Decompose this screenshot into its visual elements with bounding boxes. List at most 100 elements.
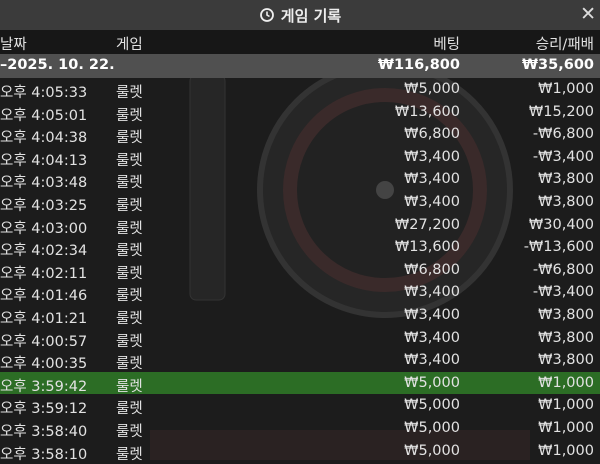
column-header: 날짜 — [0, 37, 27, 53]
cell-game: 룰렛 — [116, 265, 143, 282]
history-row[interactable]: 오후 4:00:35 룰렛 ₩3,400 ₩3,800 — [0, 349, 600, 372]
history-row[interactable]: 오후 3:59:42 룰렛 ₩5,000 ₩1,000 — [0, 371, 600, 395]
cell-game: 룰렛 — [116, 175, 143, 192]
cell-time: 오후 4:04:13 — [0, 152, 88, 169]
cell-result: ₩3,800 — [538, 171, 594, 188]
history-row[interactable]: 오후 4:03:00 룰렛 ₩27,200 ₩30,400 — [0, 214, 600, 237]
cell-game: 룰렛 — [116, 424, 143, 440]
history-row[interactable]: 오후 3:58:10 룰렛 ₩5,000 ₩1,000 — [0, 440, 600, 463]
table-header: 날짜 게임 베팅 승리/패배 — [0, 30, 600, 54]
history-row[interactable]: 오후 4:05:33 룰렛 ₩5,000 ₩1,000 — [0, 78, 600, 101]
summary-row[interactable]: –2025. 10. 22. ₩116,800 ₩35,600 — [0, 54, 600, 78]
cell-game: 룰렛 — [116, 356, 143, 373]
history-row[interactable]: 오후 3:58:40 룰렛 ₩5,000 ₩1,000 — [0, 417, 600, 440]
cell-bet: ₩3,400 — [404, 329, 460, 346]
cell-time: 오후 4:05:33 — [0, 85, 88, 101]
cell-game: 룰렛 — [116, 107, 143, 124]
cell-game: 룰렛 — [116, 401, 143, 418]
cell-time: 오후 4:00:57 — [0, 333, 88, 350]
cell-game: 룰렛 — [116, 130, 143, 147]
cell-time: 오후 3:58:10 — [0, 446, 88, 463]
cell-time: 오후 3:59:12 — [0, 401, 88, 418]
cell-result: ₩3,800 — [538, 352, 594, 369]
cell-time: 오후 4:03:48 — [0, 175, 88, 192]
cell-result: ₩1,000 — [538, 442, 594, 459]
column-header: 승리/패배 — [535, 37, 594, 53]
cell-result: ₩15,200 — [528, 103, 594, 120]
cell-bet: ₩3,400 — [404, 352, 460, 369]
cell-bet: ₩5,000 — [404, 374, 460, 391]
cell-bet: ₩3,400 — [404, 148, 460, 165]
cell-bet: ₩5,000 — [404, 81, 460, 97]
history-icon — [259, 8, 274, 22]
cell-result: ₩1,000 — [538, 374, 594, 391]
cell-time: 오후 4:00:35 — [0, 356, 88, 373]
title: 게임 기록 — [280, 6, 342, 25]
column-header: 게임 — [116, 37, 143, 53]
cell-result: ₩1,000 — [538, 420, 594, 436]
cell-result: -₩6,800 — [532, 261, 594, 278]
cell-game: 룰렛 — [116, 85, 143, 101]
cell-game: 룰렛 — [116, 220, 143, 237]
cell-time: 오후 4:03:00 — [0, 220, 88, 237]
cell-bet: ₩27,200 — [394, 216, 460, 233]
history-row[interactable]: 오후 3:59:12 룰렛 ₩5,000 ₩1,000 — [0, 394, 600, 417]
cell-result: -₩13,600 — [523, 239, 594, 256]
cell-result: -₩3,400 — [532, 148, 594, 165]
summary-bet: ₩116,800 — [377, 57, 460, 73]
cell-result: ₩3,800 — [538, 194, 594, 210]
close-button[interactable]: ✕ — [580, 3, 596, 25]
cell-time: 오후 4:02:11 — [0, 265, 88, 282]
history-row[interactable]: 오후 4:03:48 룰렛 ₩3,400 ₩3,800 — [0, 168, 600, 191]
cell-game: 룰렛 — [116, 378, 143, 395]
cell-result: -₩3,400 — [532, 284, 594, 301]
summary-date: –2025. 10. 22. — [0, 57, 115, 73]
cell-game: 룰렛 — [116, 198, 143, 214]
cell-time: 오후 4:01:21 — [0, 311, 88, 327]
cell-bet: ₩6,800 — [404, 126, 460, 143]
cell-game: 룰렛 — [116, 446, 143, 463]
cell-time: 오후 4:05:01 — [0, 107, 88, 124]
history-row[interactable]: 오후 4:01:21 룰렛 ₩3,400 ₩3,800 — [0, 304, 600, 327]
cell-game: 룰렛 — [116, 311, 143, 327]
cell-game: 룰렛 — [116, 152, 143, 169]
cell-time: 오후 4:01:46 — [0, 288, 88, 305]
history-row[interactable]: 오후 4:00:57 룰렛 ₩3,400 ₩3,800 — [0, 327, 600, 350]
cell-game: 룰렛 — [116, 333, 143, 350]
cell-time: 오후 3:58:40 — [0, 424, 88, 440]
cell-time: 오후 4:03:25 — [0, 198, 88, 214]
cell-bet: ₩6,800 — [404, 261, 460, 278]
history-row[interactable]: 오후 4:05:01 룰렛 ₩13,600 ₩15,200 — [0, 101, 600, 124]
history-row[interactable]: 오후 4:04:38 룰렛 ₩6,800 -₩6,800 — [0, 123, 600, 146]
summary-result: ₩35,600 — [522, 57, 594, 73]
cell-time: 오후 4:04:38 — [0, 130, 88, 147]
cell-result: -₩6,800 — [532, 126, 594, 143]
cell-bet: ₩5,000 — [404, 442, 460, 459]
history-row[interactable]: 오후 4:02:34 룰렛 ₩13,600 -₩13,600 — [0, 236, 600, 259]
cell-bet: ₩5,000 — [404, 397, 460, 414]
cell-bet: ₩13,600 — [394, 103, 460, 120]
cell-time: 오후 4:02:34 — [0, 243, 88, 260]
history-row[interactable]: 오후 4:01:46 룰렛 ₩3,400 -₩3,400 — [0, 281, 600, 304]
cell-bet: ₩5,000 — [404, 420, 460, 436]
cell-result: ₩1,000 — [538, 397, 594, 414]
cell-bet: ₩3,400 — [404, 307, 460, 323]
history-row[interactable]: 오후 4:03:25 룰렛 ₩3,400 ₩3,800 — [0, 191, 600, 214]
cell-game: 룰렛 — [116, 288, 143, 305]
column-header: 베팅 — [433, 37, 460, 53]
cell-result: ₩3,800 — [538, 307, 594, 323]
cell-time: 오후 3:59:42 — [0, 378, 88, 395]
cell-result: ₩1,000 — [538, 81, 594, 97]
cell-game: 룰렛 — [116, 243, 143, 260]
cell-result: ₩3,800 — [538, 329, 594, 346]
title-bar: 게임 기록 ✕ — [0, 0, 600, 30]
cell-bet: ₩3,400 — [404, 194, 460, 210]
cell-bet: ₩13,600 — [394, 239, 460, 256]
cell-bet: ₩3,400 — [404, 171, 460, 188]
history-row[interactable]: 오후 4:04:13 룰렛 ₩3,400 -₩3,400 — [0, 146, 600, 169]
cell-bet: ₩3,400 — [404, 284, 460, 301]
history-row[interactable]: 오후 4:02:11 룰렛 ₩6,800 -₩6,800 — [0, 259, 600, 282]
cell-result: ₩30,400 — [528, 216, 594, 233]
